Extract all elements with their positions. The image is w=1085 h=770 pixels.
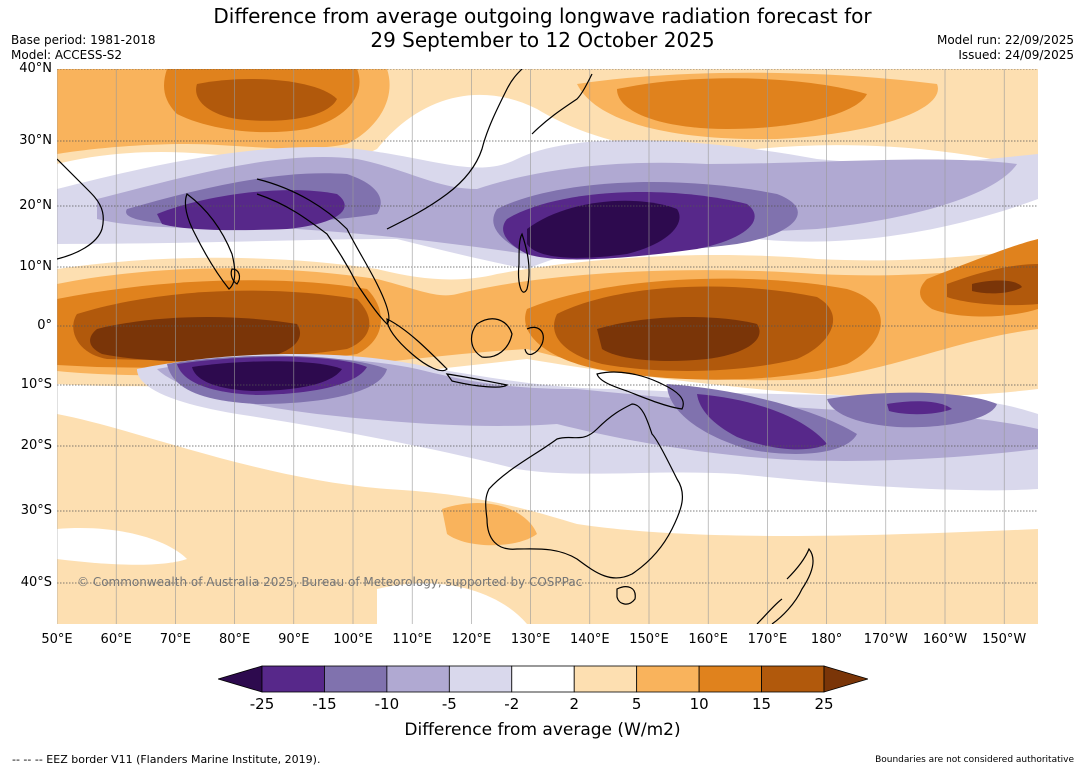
colorbar-tick: -15 (312, 695, 337, 713)
longitude-label: 100°E (333, 632, 373, 647)
colorbar-tick: -5 (441, 695, 457, 713)
coastline-java (445, 373, 509, 388)
title-line-2: 29 September to 12 October 2025 (370, 28, 715, 52)
colorbar-extend-high (823, 665, 868, 693)
anomaly-region-negative-south-5 (192, 361, 342, 391)
title-line-1: Difference from average outgoing longwav… (213, 4, 872, 28)
anomaly-region-negative-south-east-4 (887, 401, 952, 415)
colorbar-segment (386, 665, 450, 693)
colorbar-segments (218, 665, 868, 693)
coastline-sulawesi (524, 326, 544, 356)
anomaly-region-negative-south-pacific-4 (697, 394, 827, 450)
latitude-label: 40°N (19, 61, 52, 76)
latitude-label: 20°N (19, 198, 52, 213)
coastline-tasmania (616, 586, 636, 605)
colorbar-tick: -10 (374, 695, 400, 713)
longitude-label: 170°W (863, 632, 908, 647)
anomaly-region-north-pacific-deep-orange (617, 78, 867, 129)
map-area (57, 69, 1038, 624)
model-run: Model run: 22/09/2025 (936, 33, 1074, 47)
coastline-japan (531, 73, 593, 135)
issued-date: Issued: 24/09/2025 (958, 48, 1074, 62)
map-title: Difference from average outgoing longwav… (0, 4, 1085, 52)
longitude-label: 80°E (218, 632, 251, 647)
colorbar-segment (448, 665, 513, 693)
longitude-label: 160°E (688, 632, 728, 647)
meta-right: Model run: 22/09/2025 Issued: 24/09/2025 (937, 33, 1074, 63)
longitude-label: 180° (810, 632, 843, 647)
copyright-notice: © Commonwealth of Australia 2025, Bureau… (77, 575, 583, 589)
anomaly-region-near-zero-south (57, 528, 187, 565)
longitude-label: 90°E (278, 632, 310, 647)
longitude-label: 140°E (570, 632, 610, 647)
longitude-label: 50°E (41, 632, 73, 647)
longitude-label: 150°E (629, 632, 669, 647)
longitude-label: 70°E (159, 632, 192, 647)
meta-left: Base period: 1981-2018 Model: ACCESS-S2 (11, 33, 156, 63)
colorbar-tick: -25 (249, 695, 275, 713)
coastline-india (184, 193, 236, 290)
colorbar-segment (261, 665, 325, 693)
colorbar-segment (324, 665, 388, 693)
longitude-label: 160°W (922, 632, 968, 647)
anomaly-region-near-zero-south-2 (377, 583, 527, 624)
longitude-label: 110°E (392, 632, 432, 647)
colorbar (218, 665, 868, 693)
anomaly-region-australia-orange (442, 503, 537, 546)
coastline-australia (485, 403, 684, 579)
model-name: Model: ACCESS-S2 (11, 48, 123, 62)
coastline-new-zealand (756, 547, 814, 624)
latitude-label: 0° (37, 318, 52, 333)
colorbar-extend-low (218, 665, 263, 693)
latitude-label: 10°N (19, 259, 52, 274)
colorbar-tick: 25 (814, 695, 834, 713)
anomaly-map (57, 69, 1038, 624)
coastline-borneo (471, 318, 513, 358)
latitude-label: 10°S (20, 377, 52, 392)
longitude-label: 130°E (510, 632, 551, 647)
longitude-label: 170°E (747, 632, 788, 647)
anomaly-region-positive-east-5 (972, 280, 1022, 294)
coastline-philippines (517, 232, 530, 293)
colorbar-segment (698, 665, 762, 693)
colorbar-segment (761, 665, 825, 693)
anomaly-region-negative-north-4 (157, 190, 345, 231)
colorbar-tick: 15 (752, 695, 772, 713)
anomaly-region-positive-equator-5 (90, 317, 301, 362)
coastline-southeast-asia (256, 178, 390, 325)
colorbar-segment (636, 665, 700, 693)
coastlines (57, 69, 814, 624)
boundary-disclaimer: Boundaries are not considered authoritat… (875, 755, 1074, 765)
longitude-label: 120°E (451, 632, 492, 647)
anomaly-region-north-brown (196, 79, 337, 121)
colorbar-segment (573, 665, 638, 693)
latitude-label: 30°S (20, 503, 52, 518)
graticule (57, 69, 1038, 624)
base-period: Base period: 1981-2018 (11, 33, 156, 47)
anomaly-region-positive-south (57, 414, 1038, 624)
colorbar-segment (511, 665, 575, 693)
colorbar-tick: 2 (569, 695, 579, 713)
anomaly-region-negative-north-pacific-5 (527, 200, 680, 258)
colorbar-tick: 10 (689, 695, 709, 713)
coastline-sumatra (386, 318, 448, 372)
coastline-east-asia (386, 69, 523, 230)
eez-border-note: -- -- -- EEZ border V11 (Flanders Marine… (12, 753, 321, 766)
latitude-label: 40°S (20, 575, 52, 590)
longitude-label: 150°W (982, 632, 1027, 647)
coastline-new-guinea (596, 371, 684, 410)
coastline-sri-lanka (230, 268, 241, 285)
anomaly-region-positive-pacific-5 (597, 317, 760, 361)
colorbar-tick: -2 (504, 695, 520, 713)
latitude-label: 30°N (19, 133, 52, 148)
latitude-label: 20°S (20, 438, 52, 453)
colorbar-title: Difference from average (W/m2) (404, 720, 681, 740)
longitude-label: 60°E (100, 632, 132, 647)
coastline-arabia-africa (57, 158, 104, 260)
colorbar-tick: 5 (631, 695, 642, 713)
